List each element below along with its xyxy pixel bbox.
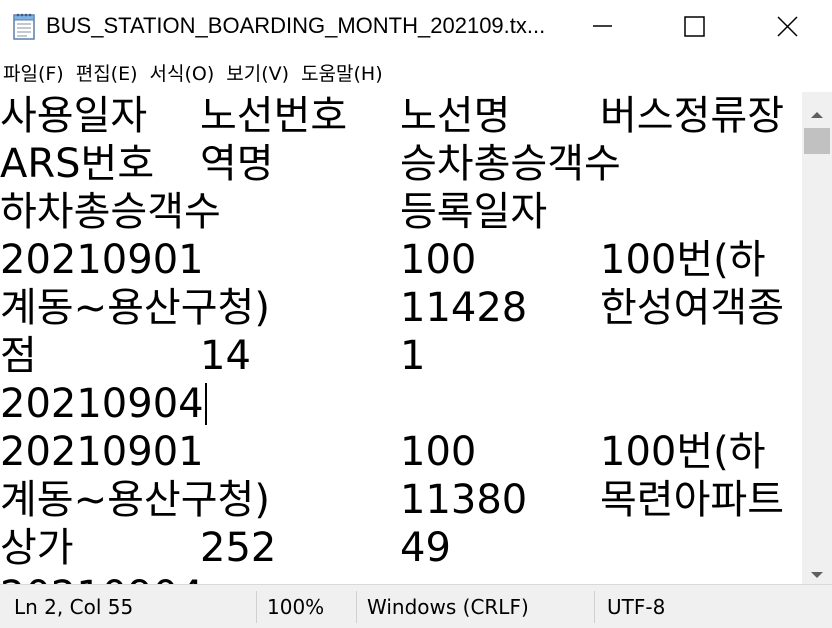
text-field: 100 bbox=[400, 237, 477, 283]
text-line: 20210904 bbox=[0, 380, 802, 428]
text-line: 계동~용산구청) 11428 한성여객종 bbox=[0, 284, 802, 332]
vertical-scrollbar[interactable] bbox=[802, 92, 832, 584]
text-line: 20210904 bbox=[0, 572, 802, 584]
minimize-icon bbox=[593, 25, 612, 27]
scroll-down-icon[interactable] bbox=[811, 564, 823, 583]
text-line: 상가 252 49 bbox=[0, 524, 802, 572]
menu-file[interactable]: 파일(F) bbox=[3, 63, 64, 85]
text-line: 계동~용산구청) 11380 목련아파트 bbox=[0, 476, 802, 524]
text-field: 11380 bbox=[400, 477, 528, 523]
close-button[interactable] bbox=[740, 0, 832, 52]
text-field: 점 bbox=[0, 333, 37, 379]
text-field: 100번(하 bbox=[600, 429, 766, 475]
text-field: 노선번호 bbox=[200, 93, 348, 139]
maximize-button[interactable] bbox=[648, 0, 740, 52]
text-field: 역명 bbox=[200, 141, 274, 187]
text-field: 버스정류장 bbox=[600, 93, 784, 139]
text-field: 100 bbox=[400, 429, 477, 475]
text-field: 14 bbox=[200, 333, 251, 379]
text-field: 목련아파트 bbox=[600, 477, 784, 523]
text-field: 20210901 bbox=[0, 429, 204, 475]
cursor-position: Ln 2, Col 55 bbox=[14, 595, 134, 619]
text-field: 20210904 bbox=[0, 572, 204, 584]
text-field: 등록일자 bbox=[400, 189, 548, 235]
text-line: 사용일자 노선번호 노선명 버스정류장 bbox=[0, 92, 802, 140]
menu-format[interactable]: 서식(O) bbox=[149, 63, 215, 85]
text-field: 1 bbox=[400, 333, 426, 379]
encoding: UTF-8 bbox=[607, 595, 666, 619]
menu-edit[interactable]: 편집(E) bbox=[75, 63, 138, 85]
text-field: 20210901 bbox=[0, 237, 204, 283]
text-field: 11428 bbox=[400, 285, 528, 331]
text-field: 사용일자 bbox=[0, 93, 148, 139]
text-line: 점 14 1 bbox=[0, 332, 802, 380]
zoom-level: 100% bbox=[267, 595, 325, 619]
text-field: 20210904 bbox=[0, 381, 204, 427]
text-field: 계동~용산구청) bbox=[0, 477, 270, 523]
minimize-button[interactable] bbox=[556, 0, 648, 52]
status-bar: Ln 2, Col 55 100% Windows (CRLF) UTF-8 bbox=[0, 584, 832, 628]
status-divider bbox=[356, 591, 357, 623]
menu-view[interactable]: 보기(V) bbox=[226, 63, 290, 85]
text-field: 49 bbox=[400, 525, 451, 571]
text-field: 252 bbox=[200, 525, 277, 571]
text-field: 한성여객종 bbox=[600, 285, 784, 331]
menu-help[interactable]: 도움말(H) bbox=[301, 63, 383, 85]
line-ending: Windows (CRLF) bbox=[367, 595, 529, 619]
status-divider bbox=[594, 591, 595, 623]
text-field: 상가 bbox=[0, 525, 74, 571]
text-line: 하차총승객수 등록일자 bbox=[0, 188, 802, 236]
maximize-icon bbox=[684, 16, 705, 37]
text-field: 계동~용산구청) bbox=[0, 285, 270, 331]
window-title: BUS_STATION_BOARDING_MONTH_202109.tx... bbox=[46, 13, 546, 38]
notepad-icon[interactable] bbox=[9, 11, 39, 41]
text-line: 20210901 100 100번(하 bbox=[0, 236, 802, 284]
text-line: 20210901 100 100번(하 bbox=[0, 428, 802, 476]
scroll-up-icon[interactable] bbox=[811, 104, 823, 123]
menu-bar: 파일(F) 편집(E) 서식(O) 보기(V) 도움말(H) bbox=[0, 56, 832, 92]
text-field: 승차총승객수 bbox=[400, 141, 621, 187]
text-field: 노선명 bbox=[400, 93, 511, 139]
text-caret bbox=[205, 383, 207, 425]
text-editor[interactable]: 20210904상가25249계동~용산구청)11380목련아파트2021090… bbox=[0, 92, 802, 584]
title-bar[interactable]: BUS_STATION_BOARDING_MONTH_202109.tx... bbox=[0, 0, 832, 52]
status-divider bbox=[256, 591, 257, 623]
text-field: 하차총승객수 bbox=[0, 189, 221, 235]
text-field: 100번(하 bbox=[600, 237, 766, 283]
scroll-thumb[interactable] bbox=[804, 128, 830, 154]
text-field: ARS번호 bbox=[0, 141, 155, 187]
close-icon bbox=[777, 16, 798, 37]
text-line: ARS번호 역명 승차총승객수 bbox=[0, 140, 802, 188]
